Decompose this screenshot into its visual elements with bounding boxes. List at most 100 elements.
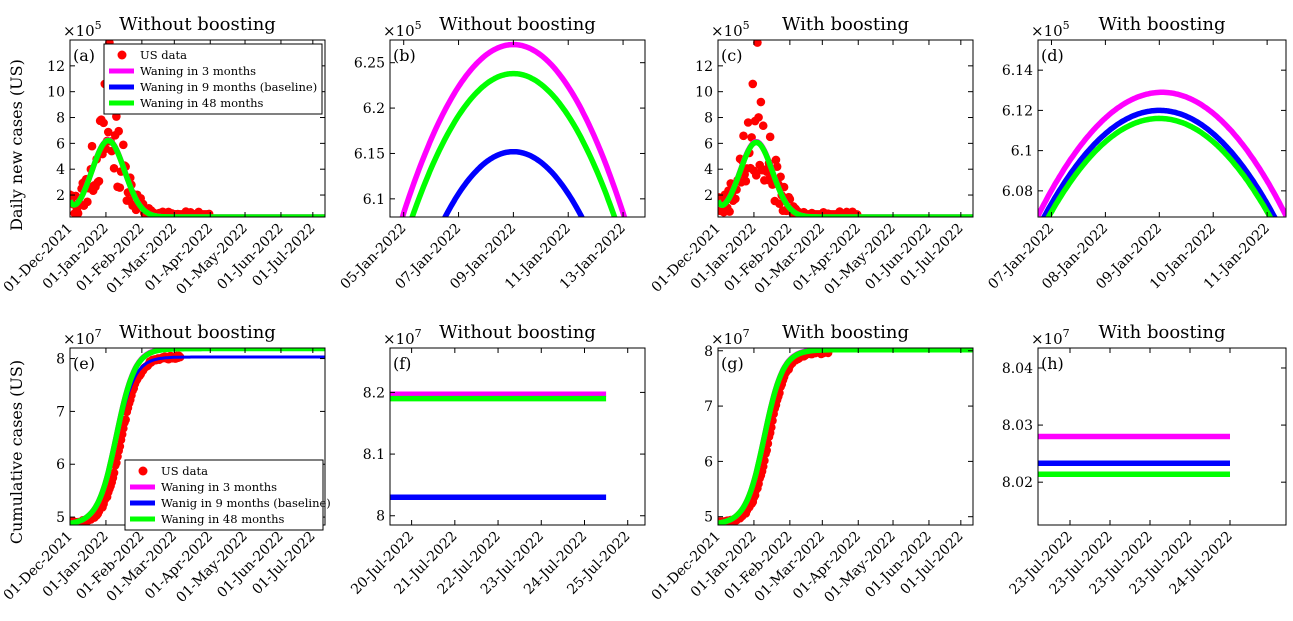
legend-label: US data <box>161 464 208 478</box>
plot-area-c <box>718 40 973 217</box>
y-tick-label: 5 <box>56 510 65 526</box>
axes-box <box>717 347 974 526</box>
data-point <box>758 121 768 131</box>
data-point <box>731 194 740 204</box>
y-tick-label: 8 <box>56 352 65 368</box>
y-tick-label: 4 <box>704 162 713 178</box>
legend-box <box>103 43 323 115</box>
axis-exponent: ×107 <box>63 327 102 348</box>
y-axis-label-bottom: Cumulative cases (US) <box>7 360 26 544</box>
plot-area-d <box>1038 89 1286 217</box>
y-tick-label: 6.08 <box>1002 184 1033 200</box>
data-point <box>754 113 763 122</box>
data-point <box>121 415 130 424</box>
series-line <box>70 137 325 217</box>
y-tick-label: 8 <box>376 509 385 525</box>
panel-c: 2468101201-Dec-202101-Jan-202201-Feb-202… <box>649 14 974 298</box>
y-tick-label: 6 <box>704 136 713 152</box>
panel-title: With boosting <box>782 14 909 35</box>
data-point <box>776 172 785 182</box>
data-point <box>748 79 758 89</box>
panel-g: 567801-Dec-202101-Jan-202201-Feb-202201-… <box>649 322 974 606</box>
y-tick-label: 6 <box>56 136 65 152</box>
panel-title: With boosting <box>782 322 909 343</box>
series-line <box>1045 115 1274 217</box>
panel-title: Without boosting <box>439 322 596 343</box>
y-tick-label: 6.14 <box>1002 63 1033 79</box>
panel-letter: (e) <box>73 354 95 373</box>
data-point <box>114 126 123 136</box>
axis-exponent: ×105 <box>711 19 750 40</box>
series-line <box>441 148 585 217</box>
y-tick-label: 7 <box>704 399 713 415</box>
plot-area-e <box>70 348 325 525</box>
y-axis-label-top: Daily new cases (US) <box>7 59 26 231</box>
y-tick-label: 10 <box>695 85 713 101</box>
axis-exponent-power: 5 <box>415 19 422 32</box>
legend-marker <box>138 466 148 476</box>
plot-area-b <box>399 41 628 217</box>
y-tick-label: 6.1 <box>363 192 385 208</box>
legend-label: Waning in 3 months <box>140 64 256 78</box>
y-tick-label: 10 <box>47 85 65 101</box>
data-point <box>83 197 92 207</box>
y-tick-label: 7 <box>56 404 65 420</box>
y-tick-label: 12 <box>695 59 713 75</box>
plot-area-g <box>718 348 973 525</box>
y-tick-label: 8 <box>56 111 65 127</box>
y-tick-label: 5 <box>704 510 713 526</box>
series-line <box>1040 107 1278 217</box>
data-point <box>73 209 83 217</box>
data-point <box>753 40 762 47</box>
panel-letter: (c) <box>721 46 742 65</box>
data-point <box>94 176 104 186</box>
plot-area-a <box>70 40 325 217</box>
panel-letter: (g) <box>721 354 744 373</box>
data-point <box>115 183 125 192</box>
y-tick-label: 6.1 <box>1011 144 1033 160</box>
panel-letter: (f) <box>393 354 411 373</box>
data-point <box>115 442 125 451</box>
data-point <box>771 155 781 165</box>
axis-exponent-power: 7 <box>1063 327 1070 340</box>
panel-h: 8.028.038.0423-Jul-202223-Jul-202223-Jul… <box>1002 322 1287 598</box>
data-point <box>741 176 751 186</box>
data-point <box>103 127 113 137</box>
axis-exponent: ×107 <box>1031 327 1070 348</box>
axes-box <box>1037 39 1287 218</box>
axes-box <box>1037 347 1287 526</box>
y-tick-label: 8 <box>704 344 713 360</box>
axis-exponent: ×105 <box>383 19 422 40</box>
axis-exponent: ×107 <box>711 327 750 348</box>
axis-exponent: ×105 <box>1031 19 1070 40</box>
y-tick-label: 6 <box>704 454 713 470</box>
legend-label: Wanig in 9 months (baseline) <box>161 496 331 510</box>
data-point <box>119 140 128 150</box>
series-line <box>718 348 973 525</box>
panel-title: With boosting <box>1098 14 1225 35</box>
data-point <box>765 132 775 142</box>
panel-title: Without boosting <box>119 322 276 343</box>
legend-label: Waning in 3 months <box>161 480 277 494</box>
y-tick-label: 8.03 <box>1002 418 1033 434</box>
axis-exponent: ×105 <box>63 19 102 40</box>
axes-box <box>69 39 326 218</box>
axes-box <box>389 347 646 526</box>
y-tick-label: 12 <box>47 59 65 75</box>
panel-letter: (b) <box>393 46 416 65</box>
panel-a: 2468101201-Dec-202101-Jan-202201-Feb-202… <box>1 14 326 298</box>
panel-d: 6.086.16.126.1407-Jan-202208-Jan-202209-… <box>985 14 1287 293</box>
panel-e: 567801-Dec-202101-Jan-202201-Feb-202201-… <box>1 322 331 606</box>
legend-label: Waning in 9 months (baseline) <box>140 80 317 94</box>
series-line <box>399 41 628 217</box>
panel-title: Without boosting <box>119 14 276 35</box>
axis-exponent-power: 7 <box>743 327 750 340</box>
y-tick-label: 6.2 <box>363 101 385 117</box>
y-tick-label: 8.1 <box>363 447 385 463</box>
axis-exponent-power: 5 <box>1063 19 1070 32</box>
y-tick-label: 2 <box>56 188 65 204</box>
legend: US data Waning in 3 months Wanig in 9 mont… <box>124 459 331 531</box>
y-tick-label: 6.15 <box>354 146 385 162</box>
y-tick-label: 4 <box>56 162 65 178</box>
plot-area-h <box>1038 433 1230 477</box>
